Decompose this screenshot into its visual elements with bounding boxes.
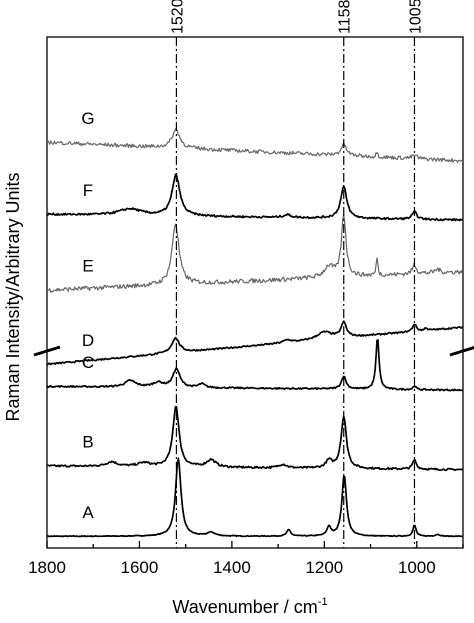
trace-label-E: E (82, 257, 93, 276)
trace-label-G: G (81, 109, 94, 128)
spectrum-line-C (46, 339, 464, 392)
axis-break-right (449, 346, 474, 357)
x-axis-title: Wavenumber / cm-1 (172, 596, 327, 617)
spectrum-line-G (47, 128, 464, 163)
x-axis-title-exponent: -1 (318, 596, 328, 608)
x-axis-title-main: Wavenumber / cm (172, 597, 317, 617)
trace-label-C: C (82, 353, 94, 372)
x-tick-label-1400: 1400 (213, 558, 251, 577)
spectrum-line-F (46, 173, 464, 222)
reference-label-1520: 1520 (169, 0, 186, 34)
x-tick-label-1000: 1000 (398, 558, 436, 577)
axis-break-marks (33, 345, 474, 357)
trace-labels: A B CD E F G (81, 109, 94, 522)
x-tick-label-1600: 1600 (121, 558, 159, 577)
spectrum-line-A (46, 457, 463, 538)
spectra-traces (46, 128, 464, 538)
trace-label-B: B (82, 433, 93, 452)
trace-label-D: D (82, 331, 94, 350)
plot-frame (46, 36, 464, 549)
axis-break-left (33, 345, 61, 357)
spectrum-line-E (46, 214, 464, 293)
spectrum-line-D (46, 320, 464, 366)
x-axis-ticks: 1800 1600 1400 1200 1000 (28, 541, 464, 577)
trace-label-F: F (83, 181, 93, 200)
reference-lines: 1520 1158 1005 (169, 0, 424, 548)
trace-label-A: A (82, 503, 94, 522)
reference-label-1005: 1005 (407, 0, 424, 34)
spectrum-line-B (47, 405, 464, 472)
y-axis-title: Raman Intensity/Arbitrary Units (3, 172, 23, 421)
reference-label-1158: 1158 (337, 0, 354, 34)
x-tick-label-1800: 1800 (28, 558, 66, 577)
x-tick-label-1200: 1200 (305, 558, 343, 577)
